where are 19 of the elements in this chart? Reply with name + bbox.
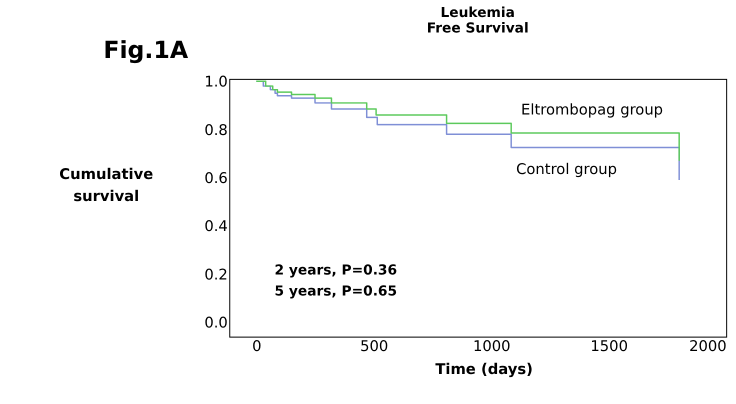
annotation: 5 years, P=0.65 [274,283,398,300]
y-tick-label: 0.6 [204,170,228,188]
y-axis-title: Cumulative survival [59,166,154,205]
y-tick-label: 1.0 [204,74,228,91]
x-tick-label: 0 [252,338,262,355]
y-tick-label: 0.8 [204,122,228,139]
x-tick-label: 1000 [472,338,510,355]
x-axis-title: Time (days) [435,361,533,378]
series-label: Control group [516,161,617,178]
x-tick-label: 1500 [590,338,628,355]
y-tick-label: 0.0 [204,314,228,332]
y-tick-label: 0.2 [204,266,228,284]
caption: Fig.1A [103,36,189,64]
y-tick-label: 0.4 [204,218,228,236]
x-tick-label: 2000 [689,338,727,355]
series-label: Eltrombopag group [521,101,664,118]
annotation: 2 years, P=0.36 [274,262,398,279]
x-tick-label: 500 [360,338,388,355]
chart-title: Leukemia Free Survival [426,4,529,37]
